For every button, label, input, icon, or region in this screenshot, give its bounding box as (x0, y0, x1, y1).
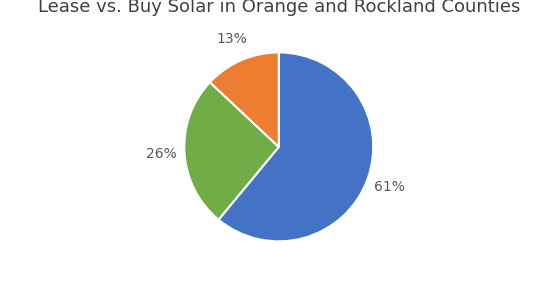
Text: 26%: 26% (146, 147, 176, 161)
Text: 13%: 13% (216, 31, 247, 46)
Text: 61%: 61% (374, 180, 405, 194)
Legend: Lease, PPA, Purchase (Cash or Loan): Lease, PPA, Purchase (Cash or Loan) (107, 285, 451, 288)
Wedge shape (184, 82, 279, 220)
Wedge shape (219, 52, 373, 241)
Title: Lease vs. Buy Solar in Orange and Rockland Counties: Lease vs. Buy Solar in Orange and Rockla… (38, 0, 520, 16)
Wedge shape (210, 52, 279, 147)
